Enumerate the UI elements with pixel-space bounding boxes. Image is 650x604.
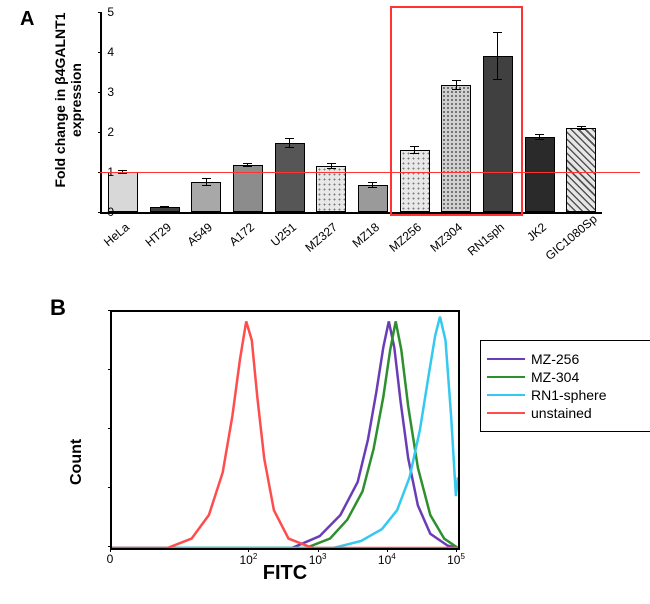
panel-a-plot (100, 12, 602, 214)
x-label: A172 (210, 220, 257, 263)
errorbar (331, 163, 332, 169)
panel-b: B Count FITC MZ-256MZ-304RN1-sphereunsta… (60, 300, 620, 600)
curve-mz-256 (112, 321, 458, 548)
y-tick: 2 (94, 125, 114, 139)
bar-mz18 (358, 185, 388, 212)
y-tick-mark (108, 369, 112, 370)
bar-mz256 (400, 150, 430, 212)
bar-jk2 (525, 137, 555, 212)
x-tick-label: 102 (239, 552, 257, 567)
reference-line (100, 172, 640, 173)
bar-u251 (275, 143, 305, 212)
legend-swatch (487, 376, 525, 378)
panel-a-label: A (20, 8, 34, 31)
legend-swatch (487, 394, 525, 396)
x-label: GIC1080Sp (543, 220, 590, 263)
legend-swatch (487, 358, 525, 360)
x-tick-label: 105 (447, 552, 465, 567)
y-tick-mark (98, 52, 102, 53)
legend-item: unstained (487, 405, 650, 421)
y-tick: 0 (94, 205, 114, 219)
errorbar (581, 126, 582, 131)
bar-mz304 (441, 85, 471, 212)
x-label: MZ304 (418, 220, 465, 263)
x-label: A549 (168, 220, 215, 263)
x-label: U251 (251, 220, 298, 263)
y-tick-mark (98, 12, 102, 13)
x-label: JK2 (501, 220, 548, 263)
errorbar (497, 32, 498, 80)
legend-label: MZ-256 (531, 351, 579, 367)
legend-swatch (487, 412, 525, 414)
errorbar (247, 163, 248, 167)
errorbar (414, 146, 415, 154)
panel-b-xtitle: FITC (110, 562, 460, 585)
x-label: HT29 (126, 220, 173, 263)
y-tick-mark (108, 310, 112, 311)
bar-a549 (191, 182, 221, 212)
errorbar (164, 206, 165, 208)
errorbar (206, 178, 207, 186)
errorbar (456, 80, 457, 90)
bar-gic1080sp (566, 128, 596, 212)
x-label: MZ327 (293, 220, 340, 263)
legend-item: MZ-304 (487, 369, 650, 385)
y-tick-mark (108, 546, 112, 547)
x-label: MZ18 (335, 220, 382, 263)
panel-b-curves (112, 312, 458, 548)
y-tick-mark (98, 212, 102, 213)
y-tick: 5 (94, 5, 114, 19)
errorbar (289, 138, 290, 148)
panel-a-ytitle: Fold change in β4GALNT1expression (52, 10, 84, 190)
x-label: HeLa (85, 220, 132, 263)
x-label: MZ256 (376, 220, 423, 263)
panel-b-ytitle: Count (68, 439, 86, 485)
panel-b-plot (110, 310, 460, 550)
y-tick-mark (108, 428, 112, 429)
errorbar (539, 134, 540, 140)
legend-label: unstained (531, 405, 592, 421)
x-tick-label: 104 (378, 552, 396, 567)
panel-a: A Fold change in β4GALNT1expression 0123… (20, 0, 620, 280)
legend-label: RN1-sphere (531, 387, 606, 403)
x-tick-label: 0 (107, 552, 114, 566)
y-tick: 3 (94, 85, 114, 99)
y-tick-mark (98, 92, 102, 93)
y-tick-mark (98, 132, 102, 133)
y-tick: 4 (94, 45, 114, 59)
x-tick-label: 103 (309, 552, 327, 567)
legend-item: MZ-256 (487, 351, 650, 367)
curve-rn1-sphere (112, 317, 458, 548)
legend-item: RN1-sphere (487, 387, 650, 403)
panel-b-label: B (50, 295, 66, 321)
legend-label: MZ-304 (531, 369, 579, 385)
x-label: RN1sph (460, 220, 507, 263)
errorbar (372, 182, 373, 188)
y-tick-mark (108, 487, 112, 488)
panel-b-legend: MZ-256 MZ-304 RN1-sphere unstained (480, 340, 650, 432)
